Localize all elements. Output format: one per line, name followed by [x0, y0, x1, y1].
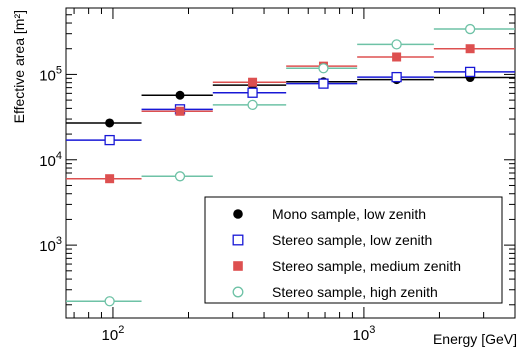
data-point	[465, 44, 475, 54]
legend-entries: Mono sample, low zenith Stereo sample, lo…	[232, 206, 461, 300]
data-point	[175, 106, 185, 116]
y-tick-label: 104	[39, 150, 62, 170]
data-point	[247, 99, 258, 110]
x-tick-label-base: 10	[102, 327, 119, 344]
data-point	[391, 71, 402, 83]
data-point	[464, 66, 476, 78]
x-minor-ticks	[73, 8, 516, 318]
data-point	[175, 90, 185, 100]
x-tick-label-base: 10	[353, 327, 370, 344]
legend-label: Stereo sample, high zenith	[272, 284, 438, 300]
data-point	[105, 174, 115, 184]
data-point	[391, 39, 402, 50]
y-tick-label-exponent: 4	[56, 150, 62, 162]
data-point	[104, 134, 115, 146]
y-tick-label-base: 10	[39, 153, 56, 170]
legend-marker	[232, 234, 244, 246]
data-point	[248, 77, 258, 87]
x-axis-label: Energy [GeV]	[433, 331, 517, 347]
y-tick-label-exponent: 3	[56, 235, 62, 247]
data-point	[105, 118, 115, 128]
x-tick-label-exponent: 2	[118, 324, 124, 336]
series-layer	[66, 23, 515, 307]
y-tick-label-exponent: 5	[56, 64, 62, 76]
data-point	[392, 52, 402, 62]
data-point	[318, 78, 329, 89]
series-4	[66, 23, 515, 307]
legend-label: Mono sample, low zenith	[272, 206, 426, 222]
y-tick-label: 103	[39, 235, 62, 255]
legend-marker	[232, 286, 244, 298]
legend-label: Stereo sample, medium zenith	[272, 258, 461, 274]
series-2	[66, 66, 515, 146]
legend-label: Stereo sample, low zenith	[272, 232, 432, 248]
data-point	[247, 87, 258, 98]
x-tick-labels: 102 103	[102, 324, 376, 344]
x-tick-label: 103	[353, 324, 376, 344]
y-tick-label-base: 10	[39, 238, 56, 255]
data-point	[104, 296, 115, 307]
data-point	[318, 63, 329, 74]
legend: Mono sample, low zenith Stereo sample, lo…	[204, 196, 503, 304]
series-1	[66, 73, 515, 128]
legend-marker	[233, 261, 243, 271]
y-tick-label-base: 10	[39, 67, 56, 84]
series-3	[66, 44, 515, 184]
y-tick-label: 105	[39, 64, 62, 84]
x-tick-label-exponent: 3	[369, 324, 375, 336]
legend-marker	[233, 209, 243, 219]
legend-box	[204, 196, 503, 304]
data-point	[464, 23, 476, 35]
plot-frame	[65, 7, 516, 319]
data-point	[174, 171, 186, 182]
y-axis-label: Effective area [m²]	[11, 10, 27, 123]
x-tick-label: 102	[102, 324, 125, 344]
